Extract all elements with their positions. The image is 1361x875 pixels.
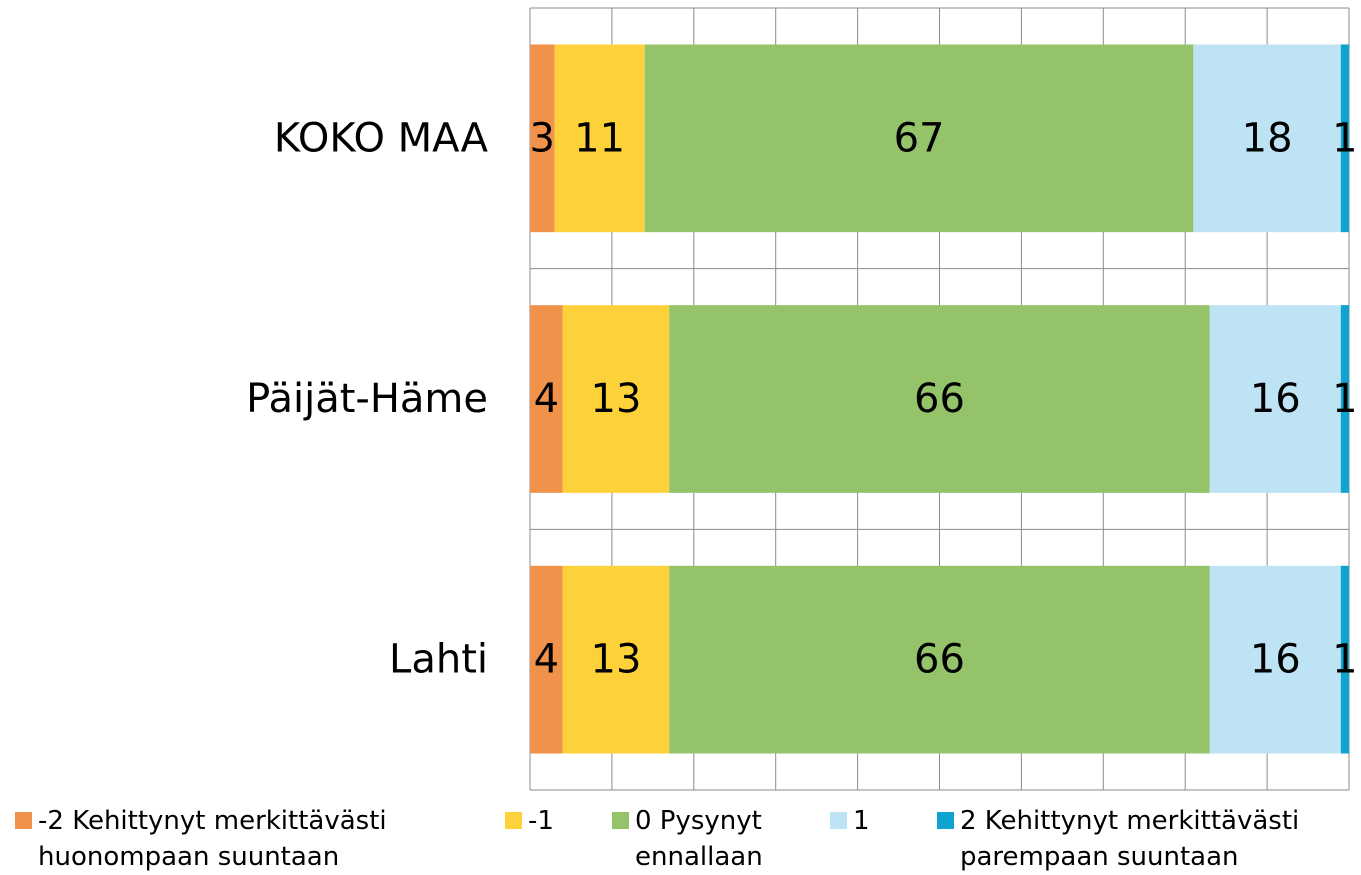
- plot: KOKO MAA 3 11 67 18 1 Päijät-Häme 4 13 66 16 1 Lahti…: [246, 7, 1358, 791]
- data-label: 66: [914, 376, 965, 422]
- data-label: 13: [591, 376, 642, 422]
- legend-label: -1: [528, 806, 554, 836]
- data-label: 18: [1242, 115, 1293, 161]
- legend-swatch: [937, 812, 954, 829]
- bar-segment: [554, 44, 645, 233]
- data-label: 16: [1250, 637, 1301, 683]
- legend-item: -2 Kehittynyt merkittävästi huonompaan s…: [15, 803, 387, 875]
- data-label: 13: [591, 637, 642, 683]
- bar-segment: [1340, 565, 1349, 754]
- legend-item: 1: [830, 803, 870, 839]
- bar-segment: [530, 565, 563, 754]
- legend-item: -1: [505, 803, 554, 839]
- legend-item: 0 Pysynyt ennallaan: [612, 803, 763, 875]
- bar-segment: [669, 565, 1210, 754]
- bar-segment: [644, 44, 1194, 233]
- bar-segment: [1340, 44, 1349, 233]
- bar-segment: [530, 44, 555, 233]
- data-label: 1: [1332, 115, 1357, 161]
- bar-segment: [1193, 44, 1341, 233]
- legend-label: 1: [853, 806, 870, 836]
- data-label: 1: [1332, 637, 1357, 683]
- y-tick-label: KOKO MAA: [274, 115, 489, 161]
- bar-segment: [562, 565, 670, 754]
- legend-swatch: [830, 812, 847, 829]
- legend-label: -2 Kehittynyt merkittävästi huonompaan s…: [38, 806, 387, 872]
- data-label: 1: [1332, 376, 1357, 422]
- y-tick-label: Lahti: [389, 637, 488, 683]
- data-label: 3: [530, 115, 555, 161]
- bar-segment: [1209, 305, 1341, 493]
- legend-swatch: [15, 812, 32, 829]
- legend-label: 0 Pysynyt ennallaan: [635, 806, 763, 872]
- data-label: 4: [534, 376, 559, 422]
- legend-label: 2 Kehittynyt merkittävästi parempaan suu…: [960, 806, 1300, 872]
- data-label: 4: [534, 637, 559, 683]
- bar-segment: [530, 305, 563, 493]
- legend-swatch: [612, 812, 629, 829]
- y-tick-label: Päijät-Häme: [246, 376, 488, 422]
- legend-item: 2 Kehittynyt merkittävästi parempaan suu…: [937, 803, 1299, 875]
- data-label: 66: [914, 637, 965, 683]
- bar-segment: [1209, 565, 1341, 754]
- data-label: 67: [894, 115, 945, 161]
- legend-swatch: [505, 812, 522, 829]
- data-label: 16: [1250, 376, 1301, 422]
- bar-segment: [562, 305, 670, 493]
- bar-segment: [669, 305, 1210, 493]
- bar-segment: [1340, 305, 1349, 493]
- data-label: 11: [574, 115, 625, 161]
